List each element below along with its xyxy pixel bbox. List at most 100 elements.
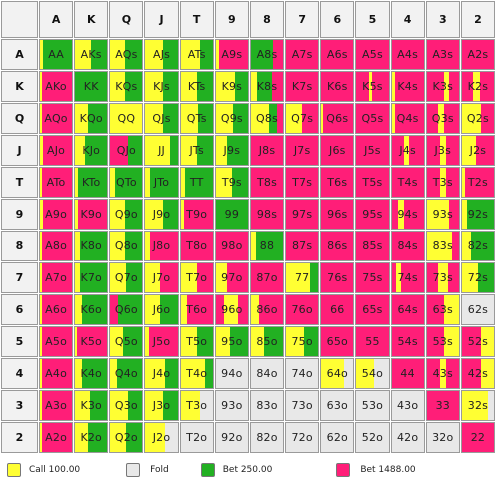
hand-cell-Q9s[interactable]: Q9s (214, 102, 249, 134)
hand-cell-74s[interactable]: 74s (390, 262, 425, 294)
hand-cell-85o[interactable]: 85o (249, 326, 285, 358)
hand-cell-64s[interactable]: 64s (390, 294, 425, 326)
hand-cell-54s[interactable]: 54s (390, 326, 425, 358)
hand-cell-82o[interactable]: 82o (249, 422, 285, 453)
hand-cell-J7o[interactable]: J7o (144, 262, 179, 294)
hand-cell-T7o[interactable]: T7o (179, 262, 214, 294)
hand-cell-K5s[interactable]: K5s (355, 70, 390, 102)
hand-cell-Q9o[interactable]: Q9o (109, 198, 144, 230)
hand-cell-KJs[interactable]: KJs (144, 70, 179, 102)
hand-cell-T2s[interactable]: T2s (460, 166, 495, 198)
hand-cell-87s[interactable]: 87s (285, 230, 320, 262)
hand-cell-KK[interactable]: KK (74, 70, 109, 102)
hand-cell-73s[interactable]: 73s (425, 262, 460, 294)
hand-cell-53o[interactable]: 53o (355, 390, 390, 422)
hand-cell-63s[interactable]: 63s (425, 294, 460, 326)
hand-cell-T8s[interactable]: T8s (249, 166, 285, 198)
hand-cell-KTo[interactable]: KTo (74, 166, 109, 198)
hand-cell-K3s[interactable]: K3s (425, 70, 460, 102)
hand-cell-A3o[interactable]: A3o (39, 390, 74, 422)
hand-cell-A5o[interactable]: A5o (39, 326, 74, 358)
hand-cell-KQo[interactable]: KQo (74, 102, 109, 134)
hand-cell-A4o[interactable]: A4o (39, 358, 74, 390)
hand-cell-Q4s[interactable]: Q4s (390, 102, 425, 134)
hand-cell-J6o[interactable]: J6o (144, 294, 179, 326)
hand-cell-T3s[interactable]: T3s (425, 166, 460, 198)
hand-cell-62s[interactable]: 62s (460, 294, 495, 326)
hand-cell-44[interactable]: 44 (390, 358, 425, 390)
hand-cell-98s[interactable]: 98s (249, 198, 285, 230)
hand-cell-85s[interactable]: 85s (355, 230, 390, 262)
hand-cell-55[interactable]: 55 (355, 326, 390, 358)
hand-cell-K9s[interactable]: K9s (214, 70, 249, 102)
hand-cell-A6s[interactable]: A6s (320, 39, 355, 70)
hand-cell-J7s[interactable]: J7s (285, 134, 320, 166)
hand-cell-97o[interactable]: 97o (214, 262, 249, 294)
hand-cell-52o[interactable]: 52o (355, 422, 390, 453)
hand-cell-Q6s[interactable]: Q6s (320, 102, 355, 134)
hand-cell-42o[interactable]: 42o (390, 422, 425, 453)
hand-cell-A7s[interactable]: A7s (285, 39, 320, 70)
hand-cell-33[interactable]: 33 (425, 390, 460, 422)
hand-cell-Q2s[interactable]: Q2s (460, 102, 495, 134)
hand-cell-T6s[interactable]: T6s (320, 166, 355, 198)
hand-cell-JTo[interactable]: JTo (144, 166, 179, 198)
hand-cell-ATs[interactable]: ATs (179, 39, 214, 70)
hand-cell-T9o[interactable]: T9o (179, 198, 214, 230)
hand-cell-93o[interactable]: 93o (214, 390, 249, 422)
hand-cell-T7s[interactable]: T7s (285, 166, 320, 198)
hand-cell-A8s[interactable]: A8s (249, 39, 285, 70)
hand-cell-A4s[interactable]: A4s (390, 39, 425, 70)
hand-cell-Q5s[interactable]: Q5s (355, 102, 390, 134)
hand-cell-75s[interactable]: 75s (355, 262, 390, 294)
hand-cell-K8s[interactable]: K8s (249, 70, 285, 102)
hand-cell-K7o[interactable]: K7o (74, 262, 109, 294)
hand-cell-J4s[interactable]: J4s (390, 134, 425, 166)
hand-cell-65s[interactable]: 65s (355, 294, 390, 326)
hand-cell-K9o[interactable]: K9o (74, 198, 109, 230)
hand-cell-J3o[interactable]: J3o (144, 390, 179, 422)
hand-cell-Q2o[interactable]: Q2o (109, 422, 144, 453)
hand-cell-A8o[interactable]: A8o (39, 230, 74, 262)
hand-cell-83s[interactable]: 83s (425, 230, 460, 262)
hand-cell-72o[interactable]: 72o (285, 422, 320, 453)
hand-cell-K2o[interactable]: K2o (74, 422, 109, 453)
hand-cell-QJo[interactable]: QJo (109, 134, 144, 166)
hand-cell-62o[interactable]: 62o (320, 422, 355, 453)
hand-cell-K8o[interactable]: K8o (74, 230, 109, 262)
hand-cell-T8o[interactable]: T8o (179, 230, 214, 262)
hand-cell-94o[interactable]: 94o (214, 358, 249, 390)
hand-cell-K6o[interactable]: K6o (74, 294, 109, 326)
hand-cell-KQs[interactable]: KQs (109, 70, 144, 102)
hand-cell-ATo[interactable]: ATo (39, 166, 74, 198)
hand-cell-Q3o[interactable]: Q3o (109, 390, 144, 422)
hand-cell-A2o[interactable]: A2o (39, 422, 74, 453)
hand-cell-J9o[interactable]: J9o (144, 198, 179, 230)
hand-cell-TT[interactable]: TT (179, 166, 214, 198)
hand-cell-A5s[interactable]: A5s (355, 39, 390, 70)
hand-cell-95o[interactable]: 95o (214, 326, 249, 358)
hand-cell-AA[interactable]: AA (39, 39, 74, 70)
hand-cell-J4o[interactable]: J4o (144, 358, 179, 390)
hand-cell-A9o[interactable]: A9o (39, 198, 74, 230)
hand-cell-93s[interactable]: 93s (425, 198, 460, 230)
hand-cell-J6s[interactable]: J6s (320, 134, 355, 166)
hand-cell-32o[interactable]: 32o (425, 422, 460, 453)
hand-cell-92o[interactable]: 92o (214, 422, 249, 453)
hand-cell-96o[interactable]: 96o (214, 294, 249, 326)
hand-cell-K4s[interactable]: K4s (390, 70, 425, 102)
hand-cell-T2o[interactable]: T2o (179, 422, 214, 453)
hand-cell-54o[interactable]: 54o (355, 358, 390, 390)
hand-cell-J5o[interactable]: J5o (144, 326, 179, 358)
hand-cell-75o[interactable]: 75o (285, 326, 320, 358)
hand-cell-T3o[interactable]: T3o (179, 390, 214, 422)
hand-cell-Q6o[interactable]: Q6o (109, 294, 144, 326)
hand-cell-KJo[interactable]: KJo (74, 134, 109, 166)
hand-cell-J2s[interactable]: J2s (460, 134, 495, 166)
hand-cell-AKs[interactable]: AKs (74, 39, 109, 70)
hand-cell-A2s[interactable]: A2s (460, 39, 495, 70)
hand-cell-73o[interactable]: 73o (285, 390, 320, 422)
hand-cell-AQs[interactable]: AQs (109, 39, 144, 70)
hand-cell-JTs[interactable]: JTs (179, 134, 214, 166)
hand-cell-A6o[interactable]: A6o (39, 294, 74, 326)
